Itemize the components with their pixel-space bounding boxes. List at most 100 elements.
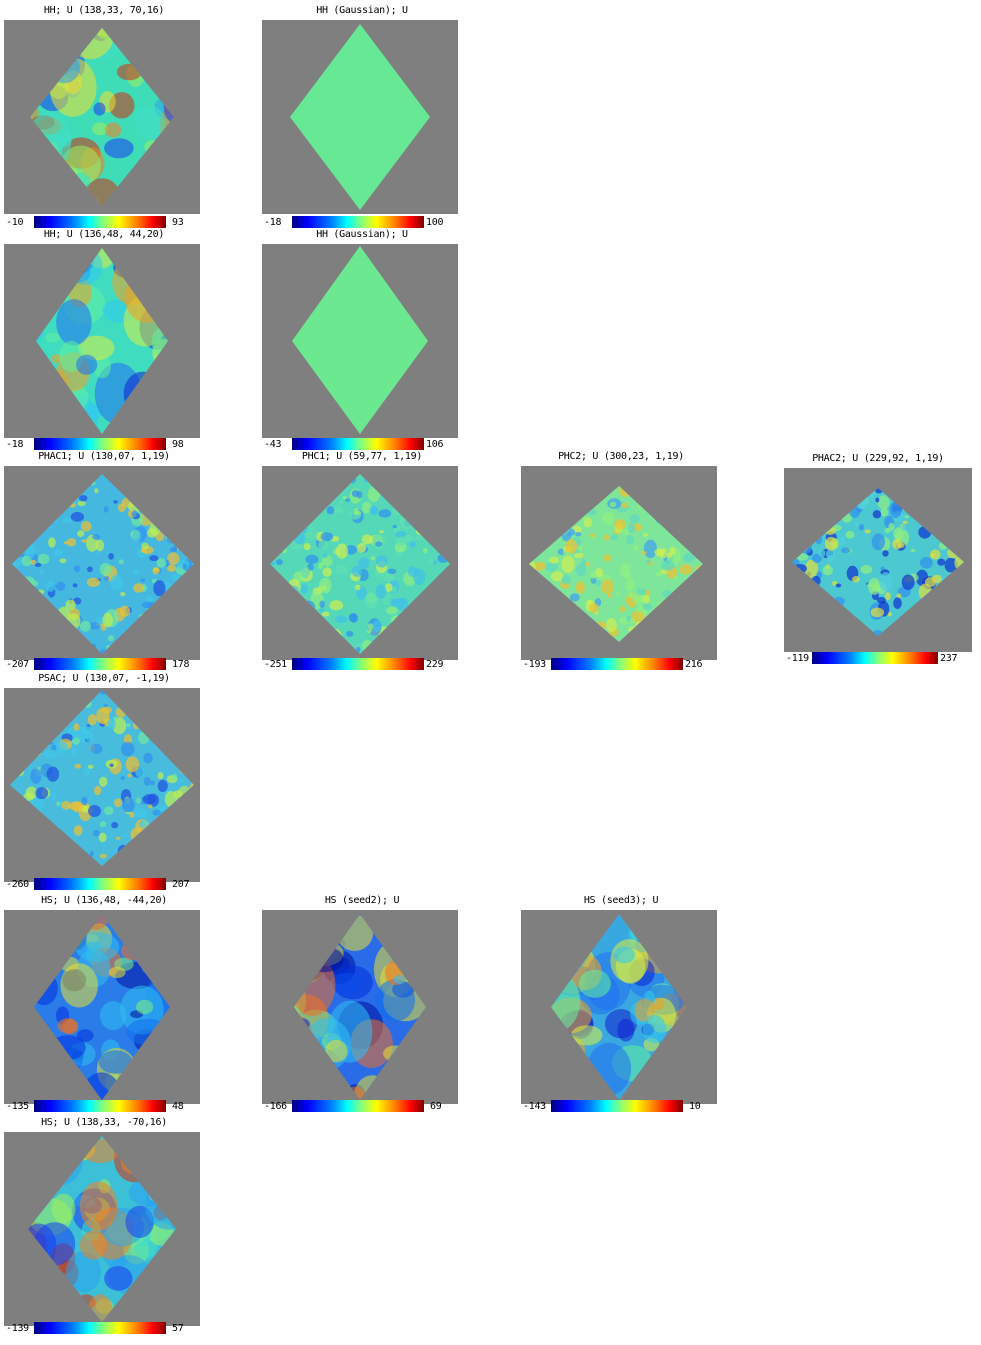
map-panel-phc1: PHC1; U (59,77, 1,19) -251 229	[262, 450, 458, 674]
colorbar-min: -43	[264, 439, 282, 450]
colorbar-min: -139	[6, 1323, 29, 1334]
colorbar-max: 106	[426, 439, 444, 450]
diamond-map	[12, 474, 194, 654]
colorbar: -18 98	[4, 438, 204, 452]
map-image	[262, 910, 458, 1104]
colorbar-gradient	[34, 1100, 166, 1112]
colorbar: -139 57	[4, 1322, 204, 1336]
map-panel-phc2: PHC2; U (300,23, 1,19) -193 216	[521, 450, 717, 674]
map-image	[784, 468, 972, 652]
colorbar-max: 93	[172, 217, 184, 228]
colorbar-max: 10	[689, 1101, 701, 1112]
panel-title: HH; U (138,33, 70,16)	[43, 5, 165, 16]
colorbar-min: -207	[6, 659, 29, 670]
colorbar-gradient	[34, 658, 166, 670]
colorbar-gradient	[812, 652, 938, 664]
colorbar-min: -260	[6, 879, 29, 890]
colorbar-gradient	[551, 658, 683, 670]
colorbar-gradient	[292, 216, 424, 228]
diamond-map	[792, 488, 964, 636]
map-panel-hs-seed3: HS (seed3); U -143 10	[521, 894, 717, 1118]
map-image	[262, 20, 458, 214]
colorbar: -119 237	[784, 652, 972, 666]
map-image	[4, 688, 200, 882]
map-panel-hh-gaussian-1: HH (Gaussian); U -18 100	[262, 4, 458, 228]
map-image	[4, 910, 200, 1104]
diamond-map	[270, 474, 450, 654]
colorbar-max: 207	[172, 879, 190, 890]
diamond-map	[34, 914, 170, 1100]
diamond-map	[30, 28, 174, 206]
colorbar-min: -143	[523, 1101, 546, 1112]
map-image	[4, 466, 200, 660]
map-panel-psac: PSAC; U (130,07, -1,19) -260 207	[4, 672, 200, 896]
colorbar: -207 178	[4, 658, 204, 672]
map-image	[521, 910, 717, 1104]
colorbar: -18 100	[262, 216, 462, 230]
colorbar-gradient	[292, 1100, 424, 1112]
colorbar-gradient	[292, 658, 424, 670]
panel-title: PHC1; U (59,77, 1,19)	[301, 451, 423, 462]
colorbar-max: 48	[172, 1101, 184, 1112]
colorbar: -10 93	[4, 216, 204, 230]
map-image	[262, 466, 458, 660]
colorbar-max: 98	[172, 439, 184, 450]
map-image	[4, 1132, 200, 1326]
map-panel-hh-1: HH; U (138,33, 70,16) -10 93	[4, 4, 200, 228]
colorbar: -166 69	[262, 1100, 462, 1114]
diamond-map	[551, 914, 687, 1100]
map-image	[521, 466, 717, 660]
panel-title: PHAC2; U (229,92, 1,19)	[812, 453, 944, 464]
map-panel-hs-seed2: HS (seed2); U -166 69	[262, 894, 458, 1118]
colorbar-gradient	[34, 878, 166, 890]
map-panel-phac1: PHAC1; U (130,07, 1,19) -207 178	[4, 450, 200, 674]
colorbar-min: -119	[786, 653, 809, 664]
colorbar-gradient	[551, 1100, 683, 1112]
diamond-map	[292, 246, 428, 434]
colorbar: -143 10	[521, 1100, 721, 1114]
colorbar-min: -166	[264, 1101, 287, 1112]
map-panel-hs-1: HS; U (136,48, -44,20) -135 48	[4, 894, 200, 1118]
panel-title: HH; U (136,48, 44,20)	[43, 229, 165, 240]
panel-title: PSAC; U (130,07, -1,19)	[38, 673, 170, 684]
colorbar-min: -135	[6, 1101, 29, 1112]
map-panel-hh-2: HH; U (136,48, 44,20) -18 98	[4, 228, 200, 452]
colorbar-max: 237	[940, 653, 958, 664]
colorbar: -135 48	[4, 1100, 204, 1114]
colorbar-gradient	[292, 438, 424, 450]
colorbar-max: 216	[685, 659, 703, 670]
colorbar-gradient	[34, 216, 166, 228]
colorbar-min: -251	[264, 659, 287, 670]
colorbar-min: -18	[264, 217, 282, 228]
panel-title: HH (Gaussian); U	[316, 229, 408, 240]
colorbar: -260 207	[4, 878, 204, 892]
diamond-map	[10, 690, 194, 866]
map-panel-phac2: PHAC2; U (229,92, 1,19) -119 237	[784, 452, 972, 668]
panel-title: PHAC1; U (130,07, 1,19)	[38, 451, 170, 462]
colorbar-max: 100	[426, 217, 444, 228]
map-panel-hh-gaussian-2: HH (Gaussian); U -43 106	[262, 228, 458, 452]
colorbar-max: 178	[172, 659, 190, 670]
panel-title: HS (seed2); U	[324, 895, 400, 906]
diamond-map	[294, 914, 426, 1100]
diamond-map	[28, 1136, 176, 1322]
diamond-map	[36, 248, 168, 434]
panel-title: HS; U (138,33, -70,16)	[41, 1117, 167, 1128]
panel-title: PHC2; U (300,23, 1,19)	[558, 451, 684, 462]
colorbar-max: 57	[172, 1323, 184, 1334]
panel-title: HH (Gaussian); U	[316, 5, 408, 16]
colorbar-min: -18	[6, 439, 24, 450]
map-panel-hs-2: HS; U (138,33, -70,16) -139 57	[4, 1116, 200, 1340]
diamond-map	[290, 24, 430, 210]
colorbar-gradient	[34, 1322, 166, 1334]
diamond-map	[529, 486, 703, 642]
colorbar: -251 229	[262, 658, 462, 672]
colorbar-min: -193	[523, 659, 546, 670]
colorbar: -193 216	[521, 658, 721, 672]
map-image	[262, 244, 458, 438]
colorbar-gradient	[34, 438, 166, 450]
colorbar: -43 106	[262, 438, 462, 452]
map-image	[4, 244, 200, 438]
map-image	[4, 20, 200, 214]
colorbar-max: 69	[430, 1101, 442, 1112]
